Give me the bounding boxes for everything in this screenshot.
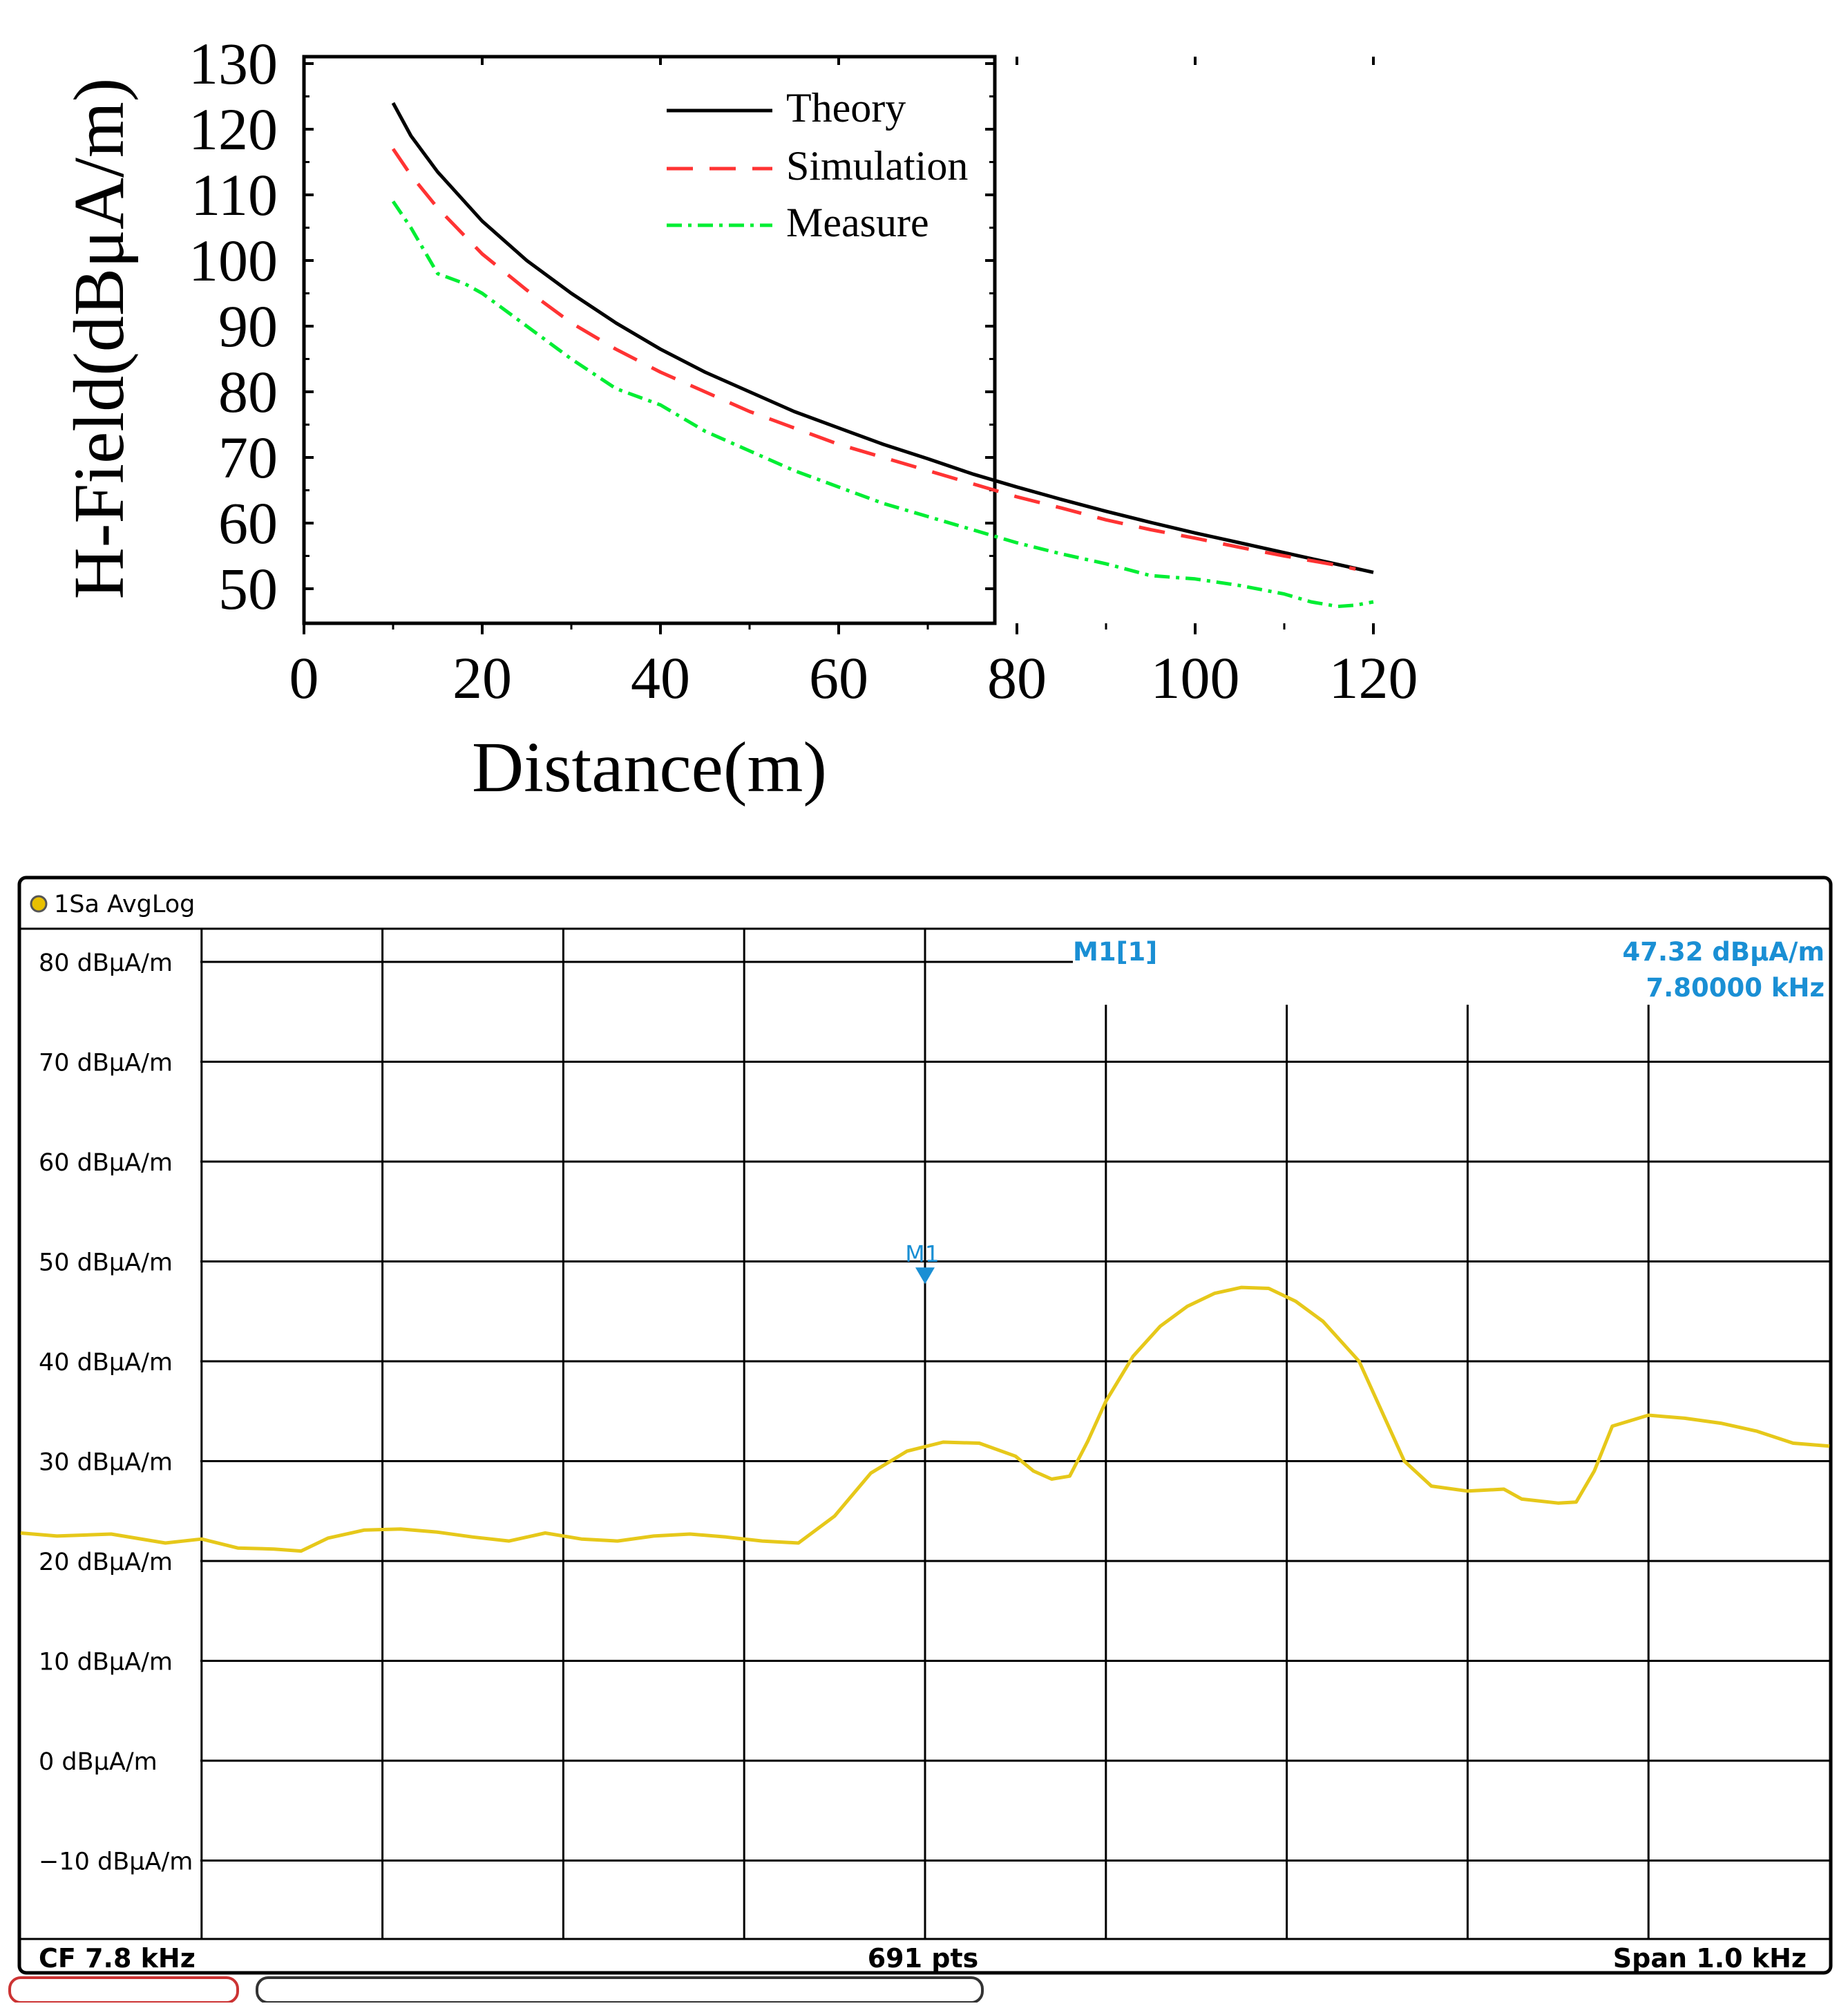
legend-label-measure: Measure (786, 200, 929, 245)
series-line-measure (391, 200, 1374, 609)
legend-label-simulation: Simulation (786, 143, 968, 189)
spectrum-chart: 1Sa AvgLog 80 dBμA/m 70 dBμA/m 60 dBμA/m 50… (8, 876, 1833, 2004)
spectrum-y-tick-label: 10 dBμA/m (39, 1649, 173, 1676)
spectrum-y-labels: 80 dBμA/m 70 dBμA/m 60 dBμA/m 50 dBμA/m 40 d… (39, 949, 193, 1876)
hfield-x-tick-label: 40 (631, 645, 690, 711)
tab-edge-right (256, 1976, 984, 2004)
footer-center-frequency: CF 7.8 kHz (39, 1943, 196, 1974)
hfield-plot-frame (302, 55, 997, 625)
spectrum-y-tick-label: 80 dBμA/m (39, 949, 173, 977)
spectrum-y-tick-label: 40 dBμA/m (39, 1349, 173, 1376)
hfield-x-tick-label: 20 (453, 645, 512, 711)
hfield-y-tick-label: 60 (218, 490, 278, 556)
trace-panel-label: 1Sa AvgLog (54, 891, 195, 918)
spectrum-y-tick-label: 70 dBμA/m (39, 1050, 173, 1077)
marker-m1-triangle (915, 1267, 935, 1285)
marker-m1: M1 (905, 1240, 940, 1285)
hfield-x-axis-label: Distance(m) (472, 728, 827, 807)
hfield-y-tick-label: 70 (218, 424, 278, 491)
spectrum-grid (200, 929, 1829, 1939)
hfield-y-tick-label: 50 (218, 556, 278, 622)
marker-m1-label: M1 (905, 1240, 939, 1267)
hfield-y-tick-label: 130 (189, 30, 278, 97)
hfield-y-tick-label: 110 (191, 162, 278, 228)
marker-readout-name: M1[1] (1073, 937, 1157, 967)
hfield-legend: Theory Simulation Measure (667, 85, 968, 245)
spectrum-y-tick-label: 0 dBμA/m (39, 1748, 158, 1776)
spectrum-y-tick-label: 50 dBμA/m (39, 1249, 173, 1277)
hfield-y-tick-label: 80 (218, 359, 278, 425)
hfield-x-tick-label: 60 (809, 645, 868, 711)
spectrum-y-tick-label: 20 dBμA/m (39, 1549, 173, 1576)
hfield-x-tick-label: 80 (987, 645, 1047, 711)
series-line-simulation (391, 148, 1356, 571)
hfield-x-tick-label: 100 (1151, 645, 1240, 711)
series-line-theory (391, 102, 1374, 574)
hfield-series (391, 102, 1374, 609)
marker-readout: M1[1] 47.32 dBμA/m 7.80000 kHz (1073, 937, 1825, 1003)
hfield-x-tick-label: 0 (289, 645, 319, 711)
trace-indicator-dot (30, 895, 48, 913)
spectrum-trace (20, 1285, 1830, 1553)
tab-edge-left (8, 1976, 239, 2004)
hfield-y-tick-label: 120 (189, 96, 278, 162)
hfield-y-tick-label: 100 (189, 227, 278, 294)
hfield-y-axis-label: H-Field(dBμA/m) (59, 78, 139, 600)
spectrum-y-tick-label: −10 dBμA/m (39, 1848, 193, 1876)
footer-points: 691 pts (868, 1943, 979, 1974)
marker-readout-level: 47.32 dBμA/m (1622, 937, 1825, 967)
hfield-y-tick-label: 90 (218, 293, 278, 359)
hfield-x-ticks: 0 20 40 60 80 100 120 (289, 57, 1418, 711)
footer-span: Span 1.0 kHz (1613, 1943, 1807, 1974)
trace-line (20, 1285, 1830, 1553)
legend-label-theory: Theory (786, 85, 906, 131)
spectrum-y-tick-label: 30 dBμA/m (39, 1449, 173, 1477)
marker-readout-frequency: 7.80000 kHz (1646, 973, 1825, 1003)
hfield-x-tick-label: 120 (1329, 645, 1418, 711)
spectrum-y-tick-label: 60 dBμA/m (39, 1149, 173, 1177)
